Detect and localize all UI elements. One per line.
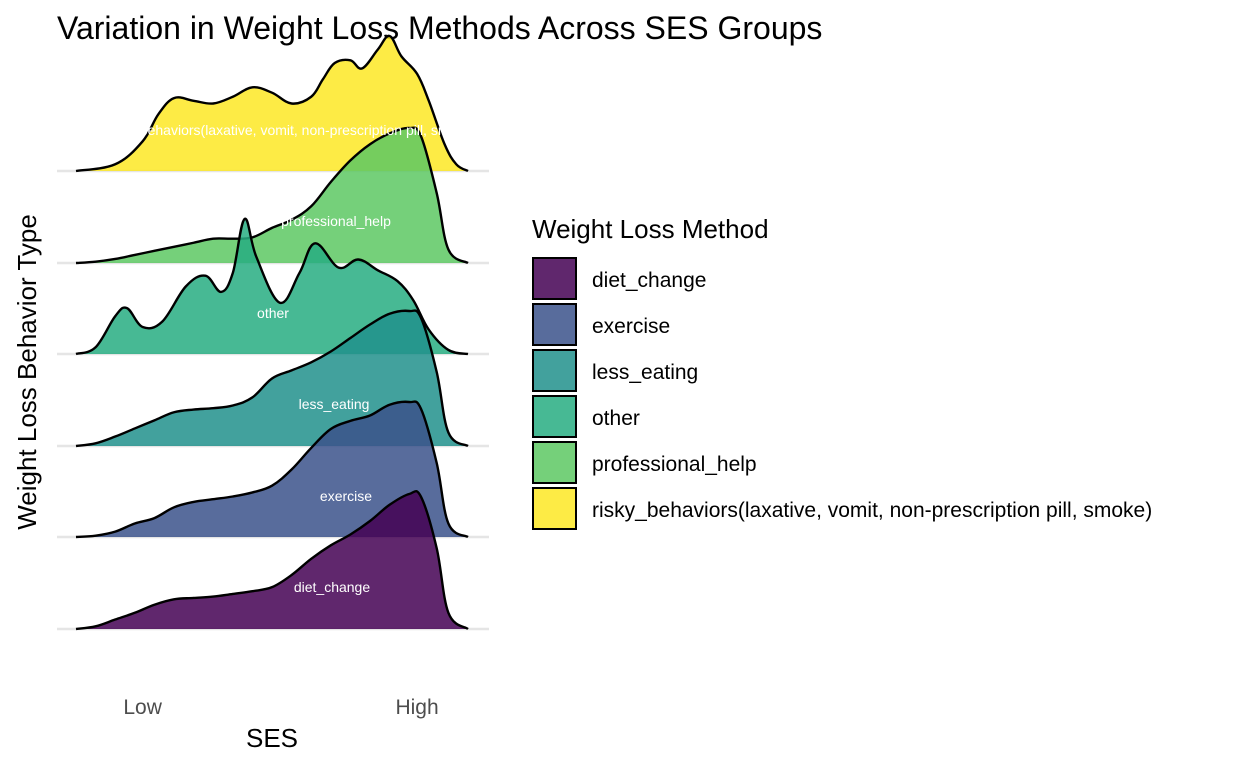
legend-swatch <box>532 395 577 438</box>
ridge-outline-other <box>75 217 469 356</box>
y-axis-label: Weight Loss Behavior Type <box>12 214 42 530</box>
ridge-outline-less_eating <box>75 309 469 448</box>
ridge-area-less_eating <box>76 310 468 446</box>
ridge-area-professional_help <box>76 127 468 263</box>
legend-swatch <box>532 303 577 346</box>
x-axis-ticks: Low High <box>123 696 438 719</box>
legend-label: risky_behaviors(laxative, vomit, non-pre… <box>592 499 1152 522</box>
legend-label: diet_change <box>592 269 706 292</box>
legend-title: Weight Loss Method <box>532 214 769 244</box>
ridge-area-diet_change <box>76 491 468 629</box>
chart-title: Variation in Weight Loss Methods Across … <box>57 10 822 46</box>
ridge-outline-risky_behaviors <box>75 34 469 173</box>
ridges <box>75 34 469 631</box>
ridge-label: exercise <box>320 488 372 504</box>
legend-label: less_eating <box>592 361 698 384</box>
ridge-outline-professional_help <box>75 126 469 265</box>
ridge-label: risky_behaviors(laxative, vomit, non-pre… <box>103 122 476 138</box>
ridge-labels: diet_change exercise less_eating other profe… <box>103 122 476 595</box>
ridge-label: other <box>257 305 289 321</box>
legend-swatch <box>532 349 577 392</box>
x-tick-label: High <box>395 696 438 719</box>
ridge-area-exercise <box>76 401 468 537</box>
ridge-outline-exercise <box>75 400 469 539</box>
legend: Weight Loss Method diet_change exercise le… <box>532 214 1152 530</box>
ridge-label: diet_change <box>294 579 371 595</box>
ridge-label: less_eating <box>299 396 370 412</box>
legend-swatch <box>532 257 577 300</box>
legend-label: professional_help <box>592 453 757 476</box>
legend-swatch <box>532 441 577 484</box>
legend-label: other <box>592 407 640 430</box>
ridge-area-risky_behaviors <box>76 35 468 171</box>
legend-swatch <box>532 487 577 530</box>
x-axis-label: SES <box>246 723 298 753</box>
x-tick-label: Low <box>123 696 162 719</box>
ridge-label: professional_help <box>281 213 391 229</box>
ridge-area-other <box>76 218 468 354</box>
ridge-outline-diet_change <box>75 489 469 631</box>
legend-label: exercise <box>592 315 670 338</box>
